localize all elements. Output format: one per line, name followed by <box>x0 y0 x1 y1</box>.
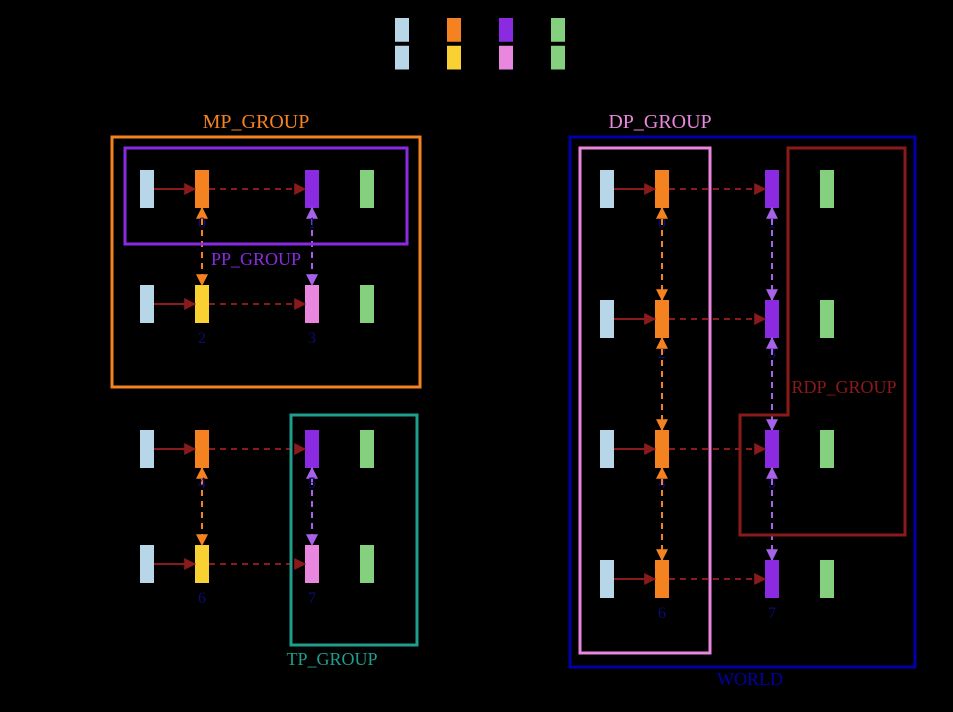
label-pp: PP_GROUP <box>211 249 301 269</box>
bar-2-1 <box>655 300 669 338</box>
bar-6-0 <box>600 560 614 598</box>
bar-6-3 <box>820 560 834 598</box>
bar-4-0 <box>140 430 154 468</box>
legend-bottom-0 <box>395 46 409 70</box>
label-tp: TP_GROUP <box>286 649 377 669</box>
legend-bottom-1 <box>447 46 461 70</box>
gpu-num: 7 <box>768 605 776 622</box>
bar-4-3 <box>820 430 834 468</box>
bar-4-2 <box>765 430 779 468</box>
bar-2-2 <box>305 285 319 323</box>
gpu-num: 6 <box>658 605 666 622</box>
label-rdp: RDP_GROUP <box>791 377 896 397</box>
legend-top-1 <box>447 18 461 42</box>
bar-0-1 <box>195 170 209 208</box>
label-dp: DP_GROUP <box>608 111 711 133</box>
bar-0-0 <box>600 170 614 208</box>
legend-top-2 <box>499 18 513 42</box>
diagram-canvas: 0123456701234567MP_GROUPPP_GROUPTP_GROUP… <box>0 0 953 712</box>
gpu-num: 4 <box>198 475 206 492</box>
bar-6-2 <box>765 560 779 598</box>
bar-0-0 <box>140 170 154 208</box>
bar-2-3 <box>360 285 374 323</box>
bar-6-1 <box>655 560 669 598</box>
bar-6-0 <box>140 545 154 583</box>
gpu-num: 1 <box>308 215 316 232</box>
legend-bottom-2 <box>499 46 513 70</box>
label-mp: MP_GROUP <box>203 111 310 133</box>
bar-4-3 <box>360 430 374 468</box>
gpu-num: 5 <box>308 475 316 492</box>
bar-4-1 <box>195 430 209 468</box>
bar-2-0 <box>140 285 154 323</box>
bar-4-1 <box>655 430 669 468</box>
bar-0-2 <box>305 170 319 208</box>
gpu-num: 6 <box>198 590 206 607</box>
gpu-num: 3 <box>308 330 316 347</box>
bar-6-2 <box>305 545 319 583</box>
legend-top-0 <box>395 18 409 42</box>
bar-4-2 <box>305 430 319 468</box>
gpu-num: 7 <box>308 590 316 607</box>
bar-2-2 <box>765 300 779 338</box>
bar-0-1 <box>655 170 669 208</box>
bar-2-1 <box>195 285 209 323</box>
label-world: WORLD <box>717 669 783 689</box>
bg <box>0 0 953 712</box>
bar-0-3 <box>360 170 374 208</box>
legend-bottom-3 <box>551 46 565 70</box>
gpu-num: 0 <box>198 215 206 232</box>
bar-0-3 <box>820 170 834 208</box>
bar-0-2 <box>765 170 779 208</box>
bar-2-0 <box>600 300 614 338</box>
bar-6-1 <box>195 545 209 583</box>
gpu-num: 2 <box>198 330 206 347</box>
bar-6-3 <box>360 545 374 583</box>
legend-top-3 <box>551 18 565 42</box>
bar-2-3 <box>820 300 834 338</box>
bar-4-0 <box>600 430 614 468</box>
